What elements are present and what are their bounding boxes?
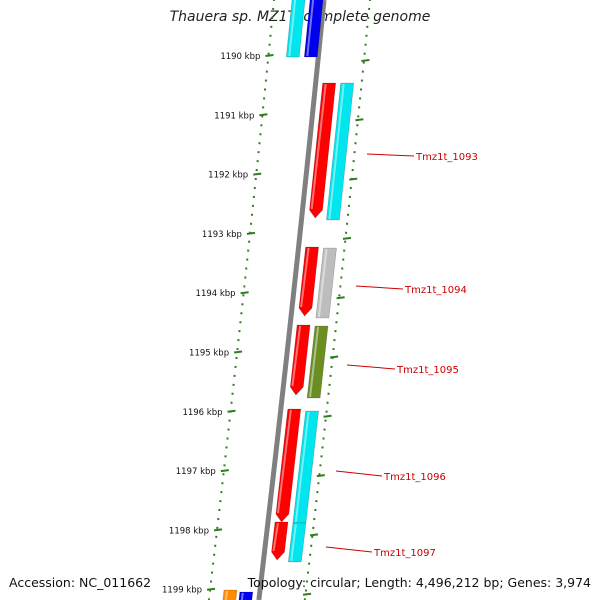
outer-tick — [349, 177, 358, 181]
gene-highlight — [300, 247, 310, 308]
genome-backbone — [256, 0, 327, 600]
label-leader — [325, 546, 373, 553]
gene-highlight — [288, 0, 297, 57]
label-leader — [346, 364, 396, 370]
gene-label: Tmz1t_1095 — [396, 365, 459, 376]
label-leader — [366, 153, 415, 157]
gene-highlight — [224, 590, 229, 600]
outer-tick — [336, 296, 345, 300]
major-tick — [240, 291, 249, 295]
label-leader — [335, 470, 383, 477]
outer-dotted-ring — [303, 0, 372, 600]
gene-block — [315, 247, 337, 319]
tick-label: 1191 kbp — [214, 111, 254, 121]
tick-label: 1198 kbp — [169, 526, 209, 536]
outer-tick — [342, 236, 352, 240]
major-tick — [246, 231, 256, 235]
tick-label: 1193 kbp — [202, 230, 242, 240]
gene-block — [238, 591, 254, 600]
gene-highlight — [272, 522, 279, 552]
major-tick — [265, 54, 274, 57]
gene-highlight — [291, 325, 302, 387]
major-tick — [213, 528, 223, 532]
gene-labels: Tmz1t_1093 Tmz1t_1094 Tmz1t_1095 Tmz1t_1096… — [325, 152, 478, 559]
gene-label: Tmz1t_1096 — [383, 472, 446, 483]
gene-highlight — [310, 83, 327, 210]
gene-highlight — [276, 409, 292, 514]
gene-highlight — [290, 523, 297, 562]
topology-summary: Topology: circular; Length: 4,496,212 bp… — [247, 575, 591, 590]
label-leader — [355, 285, 404, 290]
gene-highlight — [306, 0, 315, 57]
tick-label: 1192 kbp — [208, 171, 248, 181]
tick-label: 1195 kbp — [189, 349, 229, 359]
outer-tick — [302, 592, 312, 596]
outer-tick — [323, 414, 332, 418]
gene-block — [306, 325, 329, 399]
major-tick — [220, 469, 229, 473]
outer-tick — [316, 474, 325, 478]
major-tick — [227, 409, 236, 413]
outer-tick — [355, 118, 364, 122]
outer-tick — [329, 355, 339, 359]
gene-block — [222, 589, 238, 600]
tick-label: 1194 kbp — [196, 289, 236, 299]
gene-block — [287, 522, 307, 563]
major-tick — [253, 172, 262, 176]
gene-highlight — [328, 83, 345, 220]
gene-block — [271, 521, 289, 561]
tick-label: 1190 kbp — [220, 52, 260, 62]
major-tick — [259, 113, 268, 117]
outer-tick — [361, 59, 370, 62]
gene-highlight — [317, 248, 328, 318]
gene-highlight — [294, 411, 310, 523]
gene-block — [298, 246, 319, 317]
major-tick — [233, 350, 243, 354]
backbone-line — [256, 0, 327, 600]
tick-label: 1197 kbp — [176, 467, 216, 477]
gene-label: Tmz1t_1097 — [373, 548, 436, 559]
gene-highlight — [309, 326, 320, 398]
gene-block — [303, 0, 324, 58]
outer-tick — [309, 533, 319, 537]
major-tick — [206, 587, 216, 591]
gene-block — [326, 82, 355, 221]
inner-dotted-ring — [207, 0, 276, 600]
gene-block — [309, 82, 337, 219]
tick-label: 1199 kbp — [162, 586, 202, 596]
kbp-ticks: 1190 kbp 1191 kbp 1192 kbp 1193 kbp 1194 kbp… — [162, 52, 370, 596]
gene-block — [275, 408, 302, 523]
gene-label: Tmz1t_1093 — [415, 152, 478, 163]
tick-label: 1196 kbp — [182, 408, 222, 418]
gene-features — [222, 0, 355, 600]
gene-highlight — [240, 592, 244, 600]
gene-block — [289, 324, 311, 396]
dotted-rings — [207, 0, 372, 600]
gene-label: Tmz1t_1094 — [404, 285, 467, 296]
accession-text: Accession: NC_011662 — [9, 575, 152, 590]
gene-block — [285, 0, 306, 58]
